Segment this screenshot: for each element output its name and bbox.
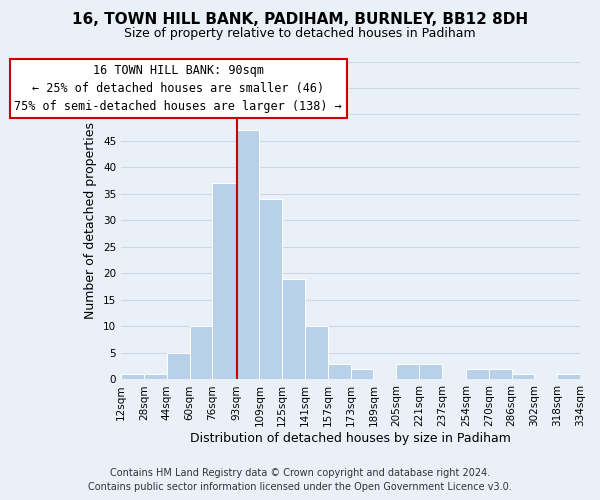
Bar [121,374,144,380]
Bar [350,369,373,380]
Bar [466,369,489,380]
Bar [396,364,419,380]
Bar [282,279,305,380]
Bar [259,200,282,380]
Text: Size of property relative to detached houses in Padiham: Size of property relative to detached ho… [124,28,476,40]
Bar [419,364,442,380]
Y-axis label: Number of detached properties: Number of detached properties [85,122,97,319]
Bar [190,326,212,380]
Bar [489,369,512,380]
Bar [557,374,580,380]
Text: Contains HM Land Registry data © Crown copyright and database right 2024.
Contai: Contains HM Land Registry data © Crown c… [88,468,512,492]
Bar [328,364,350,380]
Text: 16, TOWN HILL BANK, PADIHAM, BURNLEY, BB12 8DH: 16, TOWN HILL BANK, PADIHAM, BURNLEY, BB… [72,12,528,28]
X-axis label: Distribution of detached houses by size in Padiham: Distribution of detached houses by size … [190,432,511,445]
Bar [167,353,190,380]
Bar [512,374,535,380]
Bar [212,184,236,380]
Text: 16 TOWN HILL BANK: 90sqm
← 25% of detached houses are smaller (46)
75% of semi-d: 16 TOWN HILL BANK: 90sqm ← 25% of detach… [14,64,342,113]
Bar [305,326,328,380]
Bar [144,374,167,380]
Bar [236,130,259,380]
